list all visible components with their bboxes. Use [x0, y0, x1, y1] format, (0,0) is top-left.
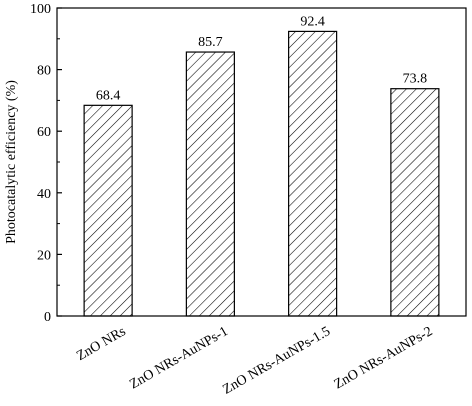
bar-0: [83, 104, 133, 317]
data-label-3: 73.8: [403, 72, 428, 87]
bar-1: [185, 51, 235, 317]
y-tick-label-0: 0: [44, 310, 51, 325]
bars-layer: [83, 30, 440, 317]
category-label-3: ZnO NRs-AuNPs-2: [332, 324, 435, 392]
category-label-0: ZnO NRs: [74, 324, 128, 364]
y-tick-label-5: 100: [30, 2, 51, 17]
category-label-1: ZnO NRs-AuNPs-1: [127, 324, 230, 392]
data-label-0: 68.4: [96, 88, 121, 103]
y-tick-label-2: 40: [37, 187, 51, 202]
data-label-2: 92.4: [300, 14, 325, 29]
category-label-2: ZnO NRs-AuNPs-1.5: [220, 324, 333, 398]
axes-layer: [56, 7, 467, 317]
y-tick-label-1: 20: [37, 248, 51, 263]
data-label-1: 85.7: [198, 35, 223, 50]
bar-2: [288, 30, 338, 317]
y-tick-label-3: 60: [37, 125, 51, 140]
bar-3: [390, 88, 440, 317]
y-axis-title: Photocatalytic efficiency (%): [4, 80, 19, 244]
y-tick-label-4: 80: [37, 64, 51, 79]
